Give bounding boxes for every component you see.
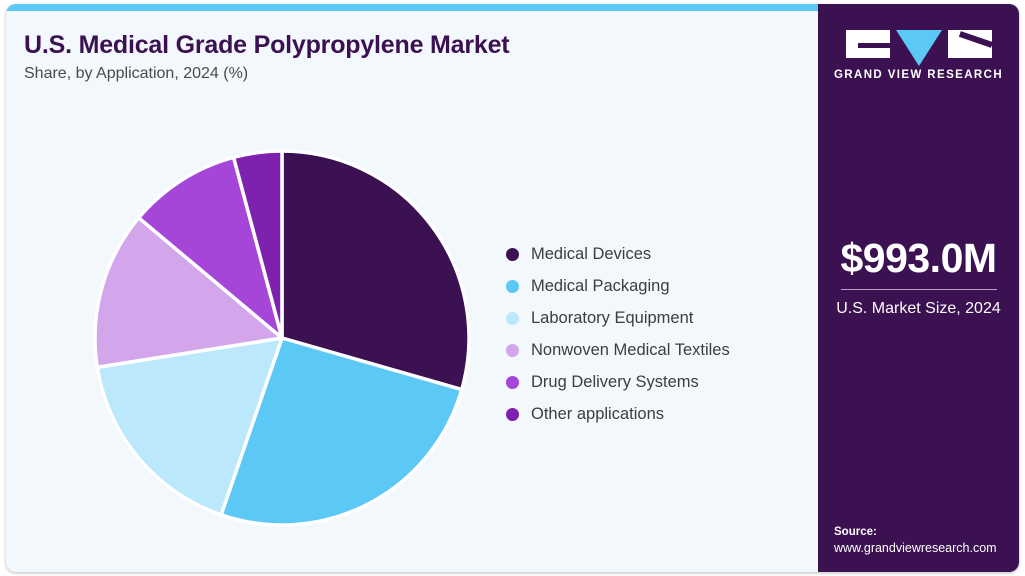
market-size-stat: $993.0M U.S. Market Size, 2024	[818, 235, 1019, 320]
legend-item-label: Laboratory Equipment	[531, 308, 694, 327]
legend-item-label: Medical Packaging	[531, 276, 670, 295]
legend-swatch-icon	[506, 343, 519, 357]
legend-swatch-icon	[506, 407, 519, 421]
legend-swatch-icon	[506, 375, 519, 389]
page-title: U.S. Medical Grade Polypropylene Market	[24, 31, 510, 59]
pie-slice	[231, 149, 284, 340]
legend-item[interactable]: Drug Delivery Systems	[506, 366, 730, 398]
brand-logo: GRAND VIEW RESEARCH	[818, 30, 1019, 81]
legend-item-label: Nonwoven Medical Textiles	[531, 340, 730, 359]
pie-chart	[89, 137, 479, 527]
pie-chart-svg	[93, 149, 471, 527]
logo-marks	[845, 30, 992, 66]
pie-slice	[219, 336, 464, 527]
stat-divider	[840, 289, 997, 291]
pie-slice	[95, 336, 284, 517]
chart-pane: U.S. Medical Grade Polypropylene Market …	[6, 11, 818, 572]
source-block: Source: www.grandviewresearch.com	[834, 526, 1009, 555]
legend-item[interactable]: Nonwoven Medical Textiles	[506, 334, 730, 366]
legend-item[interactable]: Other applications	[506, 398, 730, 430]
legend-swatch-icon	[506, 247, 519, 261]
source-title: Source:	[834, 526, 877, 538]
pie-slice	[93, 216, 284, 369]
chart-card: U.S. Medical Grade Polypropylene Market …	[6, 4, 1019, 572]
pie-slice	[137, 155, 284, 340]
legend-item-label: Other applications	[531, 404, 664, 423]
brand-name: GRAND VIEW RESEARCH	[833, 69, 1004, 81]
legend-item-label: Drug Delivery Systems	[531, 372, 699, 391]
source-url: www.grandviewresearch.com	[834, 541, 997, 555]
market-size-value: $993.0M	[840, 235, 997, 281]
market-size-label: U.S. Market Size, 2024	[836, 300, 1001, 318]
legend-swatch-icon	[506, 279, 519, 293]
page-subtitle: Share, by Application, 2024 (%)	[24, 65, 249, 82]
chart-legend: Medical Devices Medical Packaging Laborato…	[506, 238, 730, 430]
legend-swatch-icon	[506, 311, 519, 325]
top-accent-bar	[6, 4, 1019, 11]
brand-panel: GRAND VIEW RESEARCH $993.0M U.S. Market …	[818, 4, 1019, 572]
gvr-v-triangle-icon	[895, 30, 942, 66]
legend-item[interactable]: Medical Devices	[506, 238, 730, 270]
pie-slice	[280, 149, 471, 392]
legend-item-label: Medical Devices	[531, 244, 652, 263]
legend-item[interactable]: Medical Packaging	[506, 270, 730, 302]
gvr-g-block-icon	[845, 30, 890, 58]
legend-item[interactable]: Laboratory Equipment	[506, 302, 730, 334]
gvr-r-block-icon	[947, 30, 992, 58]
